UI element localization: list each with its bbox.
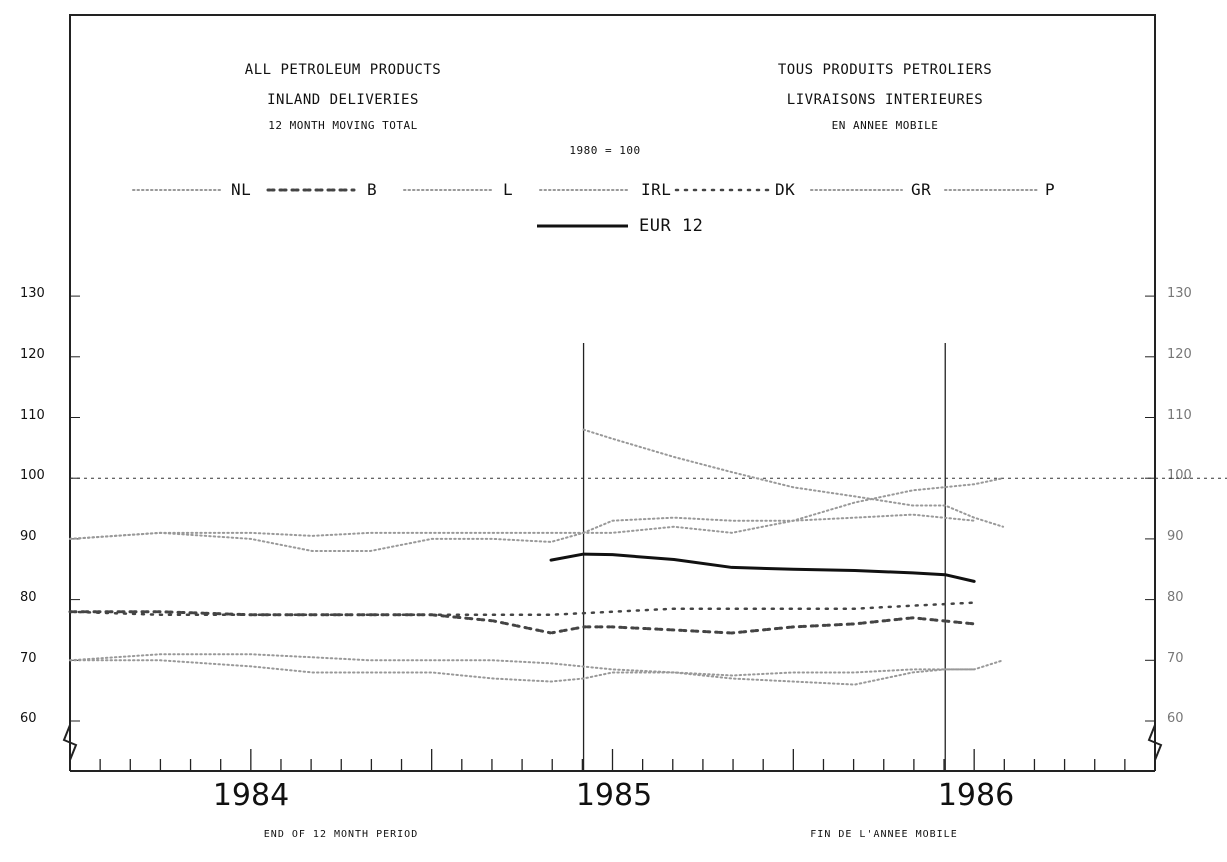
legend-label-b: B — [367, 180, 378, 199]
series-line-dk — [68, 601, 976, 617]
ytick-right-130: 130 — [1167, 286, 1192, 301]
subtitle-en: 12 MONTH MOVING TOTAL — [268, 119, 418, 132]
xtick-1986: 1986 — [937, 778, 1015, 813]
ytick-right-110: 110 — [1167, 408, 1192, 423]
ytick-left-100: 100 — [20, 468, 45, 483]
legend-label-eur12: EUR 12 — [639, 216, 704, 236]
ytick-left-130: 130 — [20, 286, 45, 301]
legend-label-dk: DK — [775, 180, 796, 199]
legend-label-nl: NL — [231, 180, 252, 199]
series-line-irl — [582, 428, 1005, 528]
xlabel-en: END OF 12 MONTH PERIOD — [263, 829, 419, 840]
legend-label-p: P — [1045, 180, 1056, 199]
title-fr-line2: LIVRAISONS INTERIEURES — [786, 92, 984, 108]
ytick-right-90: 90 — [1167, 529, 1184, 544]
ytick-right-80: 80 — [1167, 590, 1184, 605]
xtick-1984: 1984 — [212, 778, 290, 813]
axis-break-right — [1147, 724, 1163, 761]
title-fr-line1: TOUS PRODUITS PETROLIERS — [777, 62, 993, 78]
xtick-1985: 1985 — [575, 778, 653, 813]
title-en-line2: INLAND DELIVERIES — [267, 92, 419, 108]
subtitle-fr: EN ANNEE MOBILE — [831, 119, 939, 132]
series-line-gr — [69, 653, 1005, 677]
ytick-right-100: 100 — [1167, 468, 1192, 483]
series-line-l — [69, 513, 976, 553]
series-line-p — [69, 659, 976, 686]
ytick-left-120: 120 — [20, 347, 45, 362]
series-line-nl — [69, 477, 1005, 540]
legend-label-irl: IRL — [641, 180, 672, 199]
ytick-left-110: 110 — [20, 408, 45, 423]
axis-break-left — [62, 724, 78, 761]
base-note: 1980 = 100 — [569, 144, 641, 157]
ytick-right-60: 60 — [1167, 711, 1184, 726]
title-en-line1: ALL PETROLEUM PRODUCTS — [244, 62, 442, 78]
series-line-b — [68, 610, 976, 635]
ytick-right-70: 70 — [1167, 651, 1184, 666]
series-line-eur12 — [549, 552, 976, 583]
xlabel-fr: FIN DE L'ANNEE MOBILE — [810, 829, 958, 840]
chart-frame — [69, 14, 1156, 771]
legend-label-gr: GR — [911, 180, 932, 199]
ytick-left-90: 90 — [20, 529, 37, 544]
ytick-left-80: 80 — [20, 590, 37, 605]
ytick-left-70: 70 — [20, 651, 37, 666]
ytick-left-60: 60 — [20, 711, 37, 726]
ytick-right-120: 120 — [1167, 347, 1192, 362]
legend-label-l: L — [503, 180, 514, 199]
